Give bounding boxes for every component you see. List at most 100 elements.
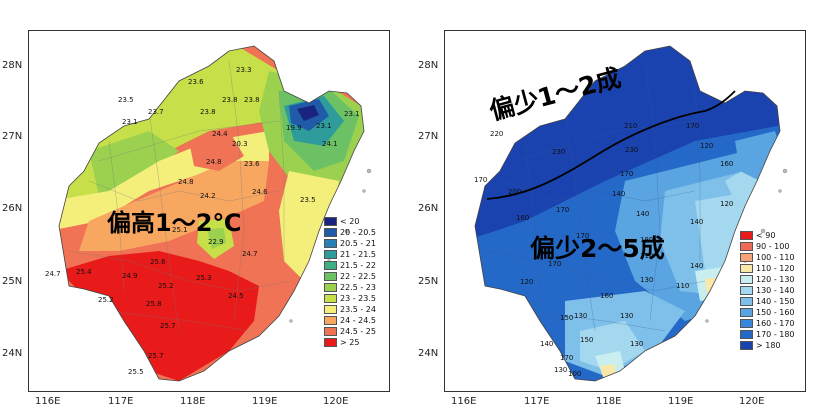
station-value: 23.8 bbox=[222, 96, 238, 104]
legend-item: 20.5 - 21 bbox=[324, 238, 376, 249]
legend-swatch bbox=[740, 264, 753, 273]
legend-item: 20 - 20.5 bbox=[324, 227, 376, 238]
station-value: 25.2 bbox=[158, 282, 174, 290]
legend-item: 140 - 150 bbox=[740, 296, 795, 307]
x-tick: 120E bbox=[323, 396, 349, 407]
legend-swatch bbox=[324, 294, 337, 303]
station-value: 23.1 bbox=[122, 118, 138, 126]
legend-swatch bbox=[740, 275, 753, 284]
legend-swatch bbox=[324, 228, 337, 237]
station-value: 140 bbox=[690, 262, 704, 270]
temperature-legend: < 20 20 - 20.5 20.5 - 21 21 - 21.5 21.5 - 22… bbox=[324, 216, 376, 348]
station-value: 24.8 bbox=[178, 178, 194, 186]
station-value: 24.5 bbox=[228, 292, 244, 300]
legend-item: 100 - 110 bbox=[740, 252, 795, 263]
x-tick: 118E bbox=[596, 396, 622, 407]
y-tick: 27N bbox=[2, 131, 23, 142]
station-value: 170 bbox=[576, 232, 590, 240]
y-tick: 28N bbox=[418, 60, 439, 71]
station-value: 24.9 bbox=[122, 272, 138, 280]
x-tick: 119E bbox=[252, 396, 278, 407]
legend-item: 170 - 180 bbox=[740, 329, 795, 340]
legend-label: 21 - 21.5 bbox=[340, 250, 376, 259]
legend-label: 90 - 100 bbox=[756, 242, 790, 251]
station-value: 170 bbox=[560, 354, 574, 362]
legend-label: 20 - 20.5 bbox=[340, 228, 376, 237]
station-value: 23.6 bbox=[244, 160, 260, 168]
station-value: 22.9 bbox=[208, 238, 224, 246]
station-value: 25.7 bbox=[148, 352, 164, 360]
legend-label: 170 - 180 bbox=[756, 330, 795, 339]
station-value: 24.6 bbox=[252, 188, 268, 196]
legend-label: 150 - 160 bbox=[756, 308, 795, 317]
station-value: 170 bbox=[556, 206, 570, 214]
legend-item: 23 - 23.5 bbox=[324, 293, 376, 304]
legend-item: 21.5 - 22 bbox=[324, 260, 376, 271]
legend-item: 22 - 22.5 bbox=[324, 271, 376, 282]
station-value: 200 bbox=[508, 188, 522, 196]
station-value: 160 bbox=[600, 292, 614, 300]
station-value: 120 bbox=[720, 200, 734, 208]
station-value: 25.8 bbox=[146, 300, 162, 308]
legend-label: 130 - 140 bbox=[756, 286, 795, 295]
legend-swatch bbox=[324, 217, 337, 226]
y-tick: 28N bbox=[2, 60, 23, 71]
legend-item: > 25 bbox=[324, 337, 376, 348]
station-value: 25.3 bbox=[196, 274, 212, 282]
legend-label: 160 - 170 bbox=[756, 319, 795, 328]
station-value: 24.7 bbox=[242, 250, 258, 258]
legend-label: 23 - 23.5 bbox=[340, 294, 376, 303]
station-value: 150 bbox=[580, 336, 594, 344]
station-value: 150 bbox=[560, 314, 574, 322]
station-value: 110 bbox=[640, 252, 654, 260]
legend-item: 24 - 24.5 bbox=[324, 315, 376, 326]
station-value: 23.7 bbox=[148, 108, 164, 116]
legend-item: 120 - 130 bbox=[740, 274, 795, 285]
legend-swatch bbox=[324, 316, 337, 325]
station-value: 25.7 bbox=[160, 322, 176, 330]
legend-swatch bbox=[740, 308, 753, 317]
y-tick: 25N bbox=[418, 276, 439, 287]
legend-swatch bbox=[324, 250, 337, 259]
x-tick: 118E bbox=[180, 396, 206, 407]
station-value: 130 bbox=[630, 340, 644, 348]
station-value: 130 bbox=[554, 366, 568, 374]
station-value: 23.6 bbox=[188, 78, 204, 86]
station-value: 23.5 bbox=[300, 196, 316, 204]
station-value: 140 bbox=[612, 190, 626, 198]
station-value: 110 bbox=[676, 282, 690, 290]
x-tick: 116E bbox=[35, 396, 61, 407]
station-value: 23.1 bbox=[316, 122, 332, 130]
legend-label: 24.5 - 25 bbox=[340, 327, 376, 336]
x-tick: 116E bbox=[451, 396, 477, 407]
station-value: 130 bbox=[620, 312, 634, 320]
legend-swatch bbox=[740, 341, 753, 350]
legend-item: 150 - 160 bbox=[740, 307, 795, 318]
legend-swatch bbox=[324, 338, 337, 347]
station-value: 25.6 bbox=[150, 258, 166, 266]
station-value: 25.5 bbox=[128, 368, 144, 376]
legend-label: 23.5 - 24 bbox=[340, 305, 376, 314]
legend-swatch bbox=[324, 327, 337, 336]
legend-label: 20.5 - 21 bbox=[340, 239, 376, 248]
legend-swatch bbox=[740, 286, 753, 295]
legend-swatch bbox=[740, 330, 753, 339]
station-value: 220 bbox=[490, 130, 504, 138]
legend-item: 160 - 170 bbox=[740, 318, 795, 329]
legend-label: 22.5 - 23 bbox=[340, 283, 376, 292]
station-value: 230 bbox=[552, 148, 566, 156]
station-value: 23.3 bbox=[236, 66, 252, 74]
station-value: 120 bbox=[700, 142, 714, 150]
legend-label: 120 - 130 bbox=[756, 275, 795, 284]
station-value: 100 bbox=[568, 370, 582, 378]
legend-item: < 20 bbox=[324, 216, 376, 227]
y-tick: 24N bbox=[418, 348, 439, 359]
station-value: 23.5 bbox=[118, 96, 134, 104]
station-value: 23.8 bbox=[200, 108, 216, 116]
legend-swatch bbox=[324, 239, 337, 248]
legend-item: 21 - 21.5 bbox=[324, 249, 376, 260]
station-value: 19.9 bbox=[286, 124, 302, 132]
legend-swatch bbox=[740, 253, 753, 262]
station-value: 170 bbox=[548, 260, 562, 268]
station-value: 25.2 bbox=[98, 296, 114, 304]
